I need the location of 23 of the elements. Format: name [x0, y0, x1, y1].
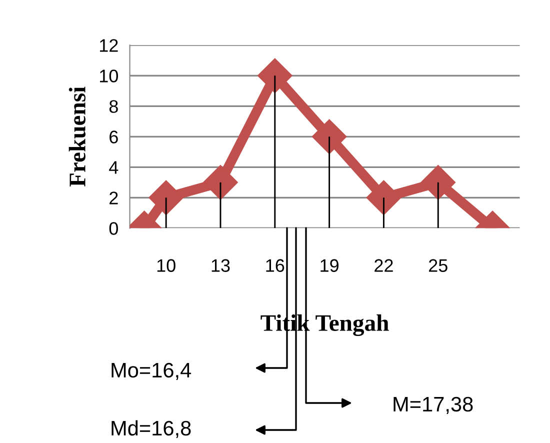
y-tick-label: 10: [100, 70, 118, 82]
y-tick-label: 2: [110, 192, 118, 204]
x-tick-label: 25: [429, 259, 448, 272]
y-tick-label: 0: [109, 222, 118, 235]
x-tick-label: 16: [266, 259, 284, 272]
x-tick-label: 13: [212, 259, 230, 272]
x-tick-label: 10: [157, 259, 176, 272]
text: Mo=16,4: [112, 362, 192, 380]
text: M=17,38: [394, 396, 473, 414]
point: [148, 180, 184, 216]
y-tick-label: 6: [110, 130, 118, 144]
text: Md=16,8: [112, 420, 191, 438]
x-tick-label: 19: [320, 259, 338, 272]
point: [203, 165, 238, 200]
y-tick-label: 4: [109, 161, 118, 174]
x-tick-label: 22: [374, 259, 393, 272]
point: [366, 180, 402, 216]
point: [258, 58, 292, 94]
point: [312, 119, 347, 154]
y-tick-label: 12: [100, 39, 118, 52]
y-tick-label: 8: [109, 100, 118, 113]
y-axis-title: Frekuensi: [68, 86, 86, 187]
point: [420, 165, 456, 200]
